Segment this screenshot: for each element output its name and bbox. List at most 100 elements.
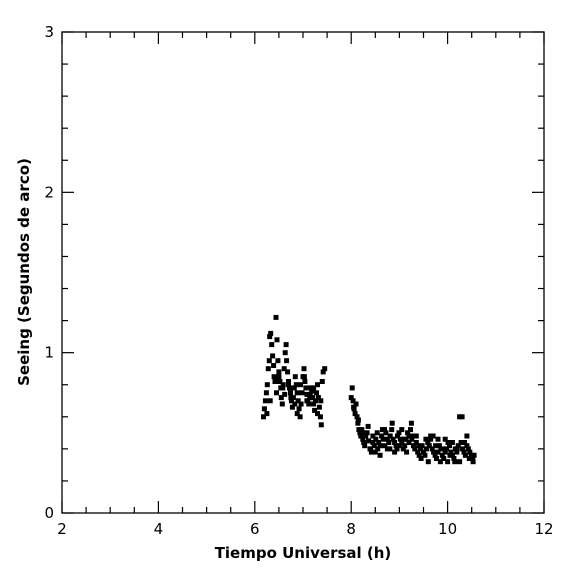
data-point	[267, 398, 273, 404]
data-point	[311, 401, 317, 407]
data-point	[286, 379, 291, 384]
data-point	[308, 385, 314, 391]
data-point	[351, 404, 357, 410]
data-point	[382, 443, 388, 449]
data-point	[455, 443, 461, 449]
data-point	[281, 366, 287, 372]
data-point	[445, 459, 451, 465]
data-point	[360, 436, 366, 442]
data-point	[293, 382, 299, 388]
data-point	[375, 446, 381, 452]
data-point	[349, 385, 355, 391]
data-point	[271, 363, 277, 368]
data-point	[276, 369, 282, 375]
data-point	[390, 436, 396, 442]
data-points	[261, 314, 477, 465]
data-point	[315, 395, 321, 401]
data-point	[415, 449, 421, 455]
data-point	[361, 440, 367, 445]
data-point	[322, 366, 328, 372]
data-point	[380, 427, 385, 433]
data-point	[350, 398, 356, 404]
data-point	[301, 366, 307, 372]
data-point	[462, 440, 467, 445]
data-point	[311, 385, 317, 391]
data-point	[389, 427, 395, 433]
axis-ticks	[61, 31, 545, 514]
data-point	[423, 436, 429, 442]
data-point	[296, 406, 302, 412]
data-point	[307, 395, 313, 401]
plot-frame	[61, 31, 545, 514]
data-point	[461, 449, 467, 455]
data-point	[377, 452, 383, 458]
data-point	[315, 411, 320, 417]
data-point	[363, 433, 369, 439]
data-point	[411, 433, 417, 439]
data-point	[470, 456, 476, 461]
data-point	[464, 443, 470, 449]
data-point	[316, 404, 322, 410]
data-point	[355, 420, 361, 426]
data-point	[372, 449, 378, 455]
data-point	[270, 353, 276, 359]
data-point	[421, 449, 426, 455]
data-point	[264, 411, 270, 417]
y-axis-label: Seeing (Segundos de arco)	[15, 158, 33, 386]
data-point	[288, 390, 293, 396]
data-point	[395, 433, 400, 439]
data-point	[377, 443, 383, 449]
data-point	[362, 443, 368, 449]
data-point	[264, 382, 270, 388]
data-point	[282, 391, 288, 397]
data-point	[299, 390, 305, 396]
data-point	[437, 459, 443, 465]
data-point	[442, 436, 448, 442]
data-point	[469, 452, 475, 458]
data-point	[288, 398, 294, 404]
y-tick-label: 1	[44, 344, 54, 362]
data-point	[359, 427, 365, 433]
data-point	[292, 374, 298, 380]
data-point	[431, 449, 437, 455]
data-point	[370, 433, 376, 439]
data-point	[459, 414, 465, 420]
data-point	[357, 430, 363, 436]
data-point	[412, 446, 418, 452]
data-point	[392, 449, 398, 455]
data-point	[282, 350, 288, 356]
data-point	[454, 449, 460, 455]
data-point	[426, 443, 432, 449]
data-point	[423, 446, 429, 452]
data-point	[432, 452, 438, 458]
data-point	[277, 379, 283, 384]
data-point	[428, 436, 434, 442]
data-point	[470, 459, 476, 465]
data-point	[418, 446, 424, 452]
data-point	[284, 358, 290, 364]
data-point	[319, 379, 325, 384]
data-point	[294, 390, 300, 396]
x-axis-label: Tiempo Universal (h)	[215, 544, 392, 562]
x-tick-label: 6	[250, 520, 260, 538]
y-tick-label: 0	[44, 504, 54, 522]
data-point	[353, 401, 359, 407]
data-point	[301, 374, 307, 380]
y-tick-label: 2	[44, 183, 54, 201]
data-point	[406, 440, 412, 445]
data-point	[356, 427, 362, 433]
data-point	[464, 433, 470, 439]
x-tick-label: 4	[154, 520, 164, 538]
data-point	[454, 446, 460, 452]
data-point	[262, 398, 268, 404]
y-tick-label: 3	[44, 23, 54, 41]
data-point	[460, 446, 465, 452]
data-point	[397, 436, 403, 442]
data-point	[376, 440, 382, 445]
data-point	[380, 436, 386, 442]
data-point	[303, 385, 309, 391]
data-point	[274, 337, 280, 343]
data-point	[467, 449, 473, 455]
data-point	[313, 398, 318, 404]
